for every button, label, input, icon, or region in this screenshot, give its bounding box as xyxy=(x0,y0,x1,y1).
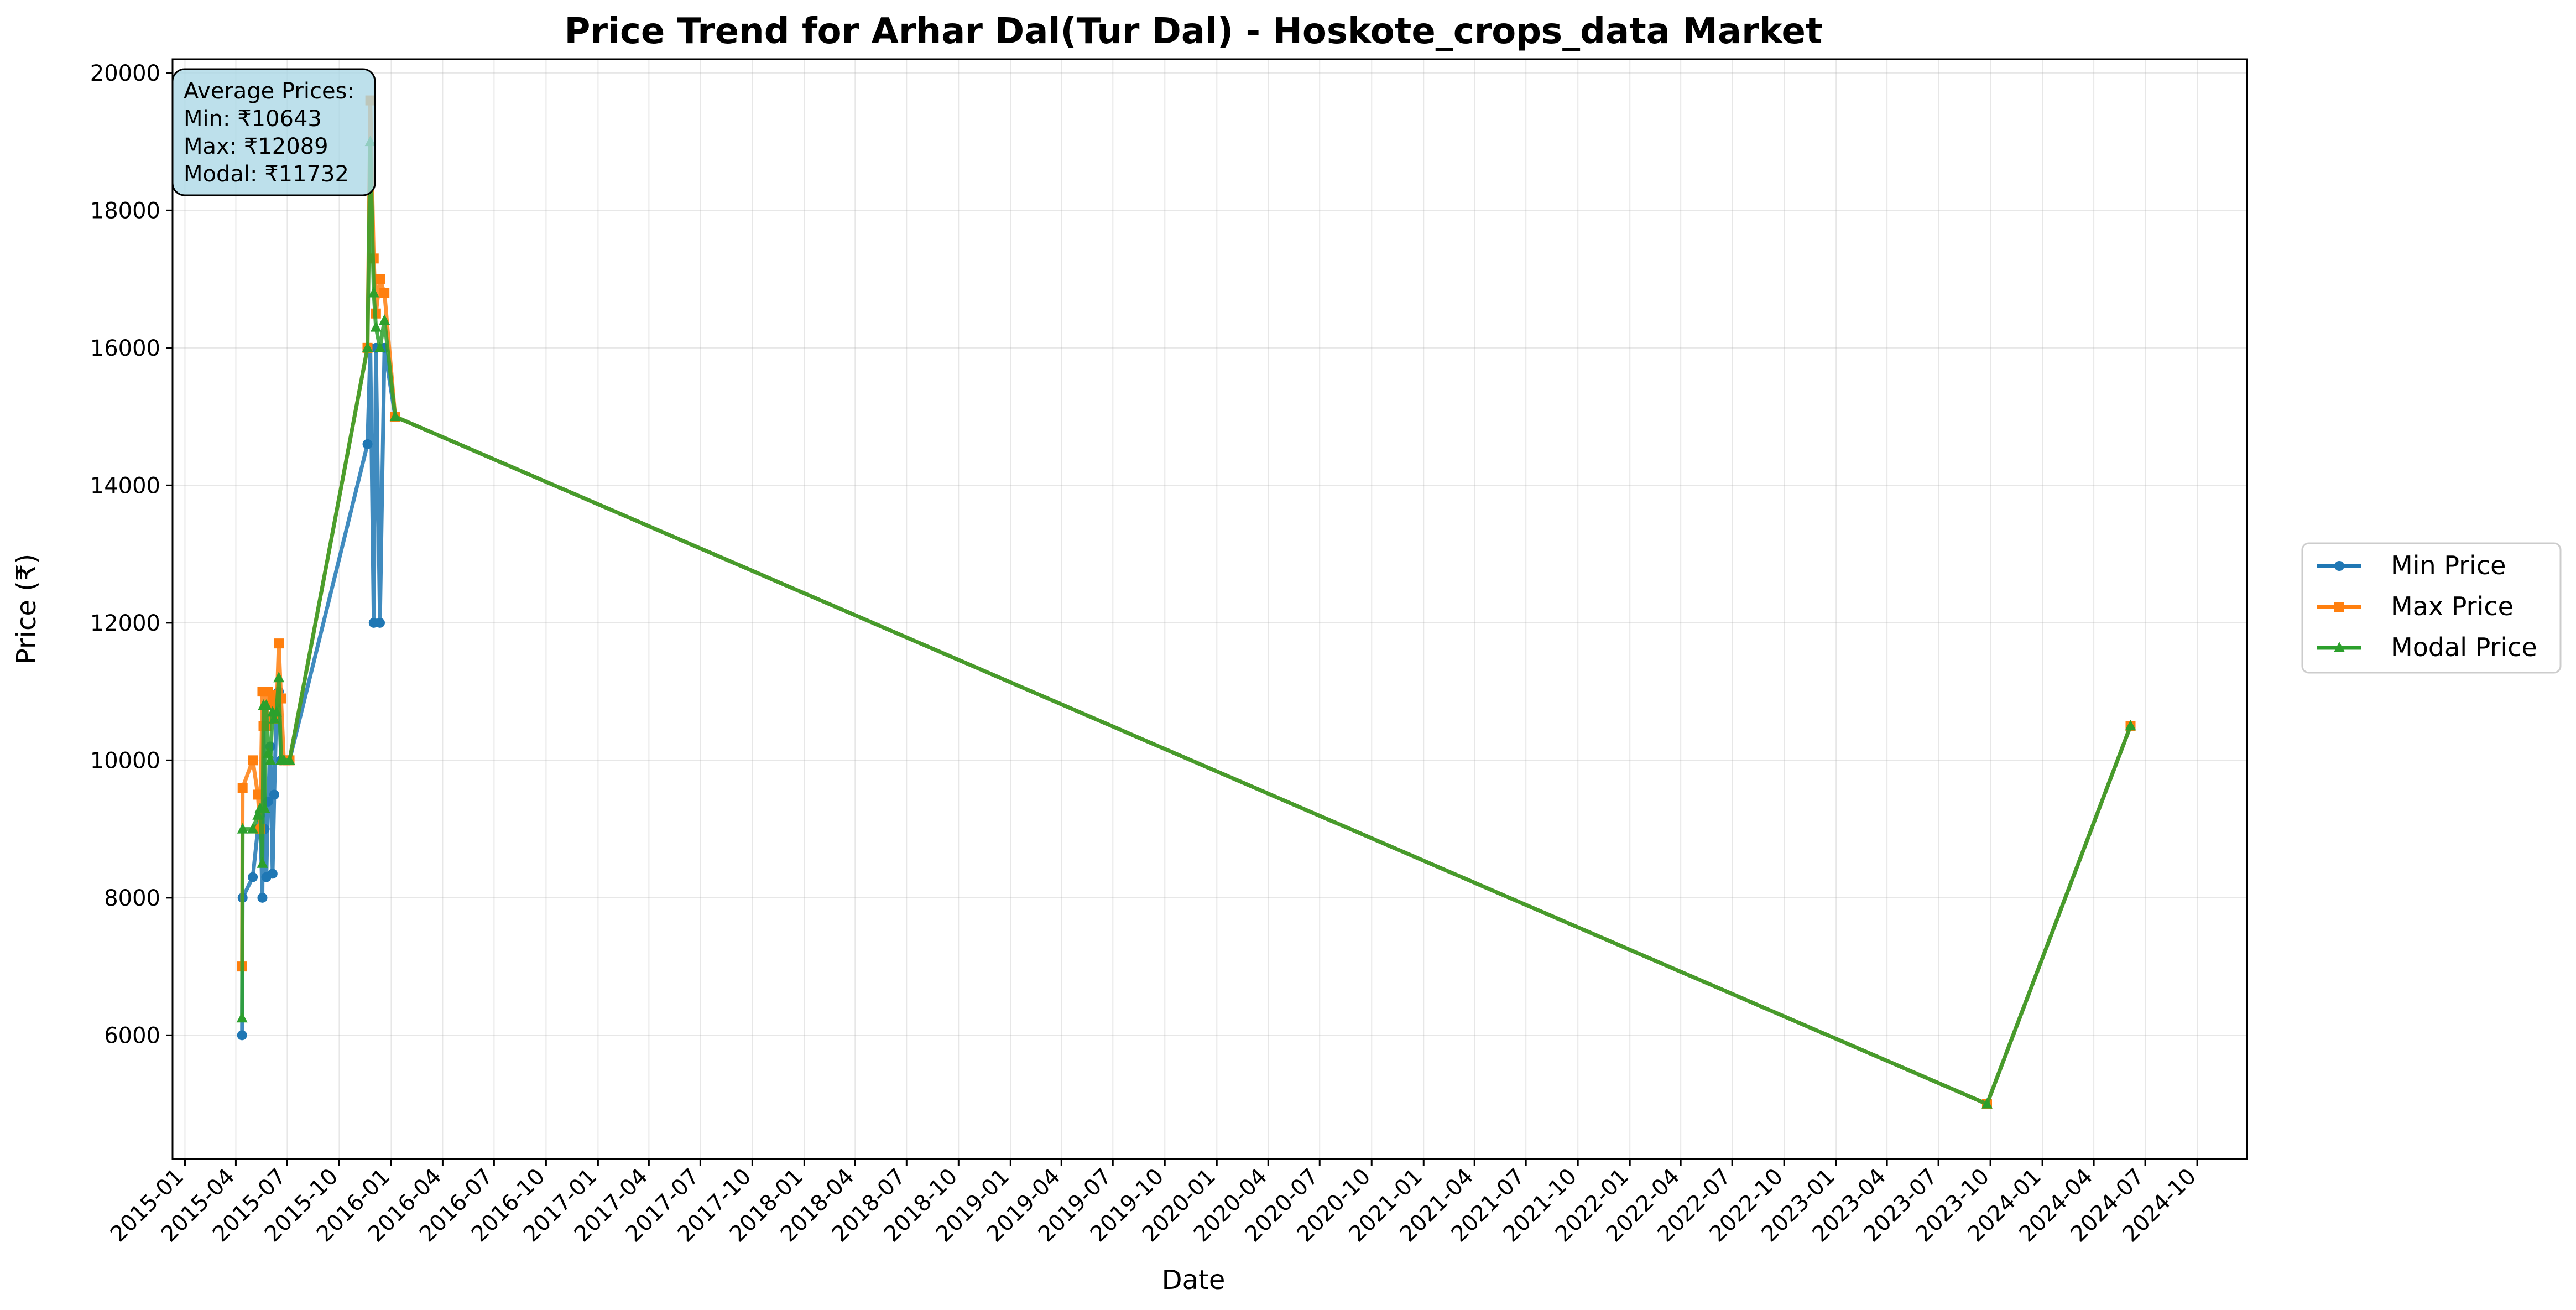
y-tick-label: 12000 xyxy=(90,611,160,636)
series-max-price xyxy=(237,95,2136,1109)
y-tick-label: 8000 xyxy=(104,886,160,911)
legend-label-modal: Modal Price xyxy=(2391,632,2537,662)
stats-annotation-box xyxy=(171,68,376,196)
data-point xyxy=(253,789,263,800)
y-tick-label: 16000 xyxy=(90,336,160,361)
data-point xyxy=(362,439,373,449)
series-layer xyxy=(236,95,2136,1109)
data-point xyxy=(247,823,259,834)
y-tick-label: 18000 xyxy=(90,198,160,223)
legend-label-max: Max Price xyxy=(2391,591,2514,621)
data-point xyxy=(268,713,280,724)
legend-label-min: Min Price xyxy=(2391,550,2506,580)
y-axis-label: Price (₹) xyxy=(11,554,42,664)
stats-annotation: Average Prices: Min: ₹10643 Max: ₹12089 … xyxy=(171,68,376,196)
x-axis-label: Date xyxy=(1162,1265,1226,1296)
chart-title: Price Trend for Arhar Dal(Tur Dal) - Hos… xyxy=(565,11,1823,52)
data-point xyxy=(260,699,272,710)
data-point xyxy=(274,638,284,649)
data-point xyxy=(264,754,276,765)
data-point xyxy=(248,872,258,882)
data-point xyxy=(370,321,382,332)
data-point xyxy=(257,892,268,903)
stats-annotation-max: Max: ₹12089 xyxy=(184,134,328,159)
legend-marker-max xyxy=(2334,602,2344,612)
data-point xyxy=(267,690,278,700)
data-point xyxy=(237,823,248,834)
stats-annotation-min: Min: ₹10643 xyxy=(184,106,322,132)
y-tick-label: 14000 xyxy=(90,473,160,498)
legend-marker-min xyxy=(2334,561,2344,571)
data-point xyxy=(273,672,285,683)
data-point xyxy=(269,789,279,800)
legend-marker-modal xyxy=(2334,642,2345,652)
data-point xyxy=(284,754,295,765)
series-line xyxy=(240,346,2132,1106)
data-point xyxy=(248,755,258,766)
data-point xyxy=(237,1030,247,1041)
series-modal-price xyxy=(236,136,2136,1109)
data-point xyxy=(259,802,270,813)
data-point xyxy=(257,857,268,868)
y-tick-label: 6000 xyxy=(104,1023,160,1048)
legend-box xyxy=(2301,542,2562,674)
stats-annotation-modal: Modal: ₹11732 xyxy=(184,162,349,187)
legend: Min Price Max Price Modal Price xyxy=(2301,542,2562,674)
axes: 6000800010000120001400016000180002000020… xyxy=(90,61,2201,1247)
grid-lines xyxy=(173,59,2247,1159)
data-point xyxy=(1981,1098,1993,1109)
data-point xyxy=(2125,720,2136,731)
data-point xyxy=(389,410,401,422)
data-point xyxy=(252,809,264,820)
data-point xyxy=(379,314,390,325)
stats-annotation-title: Average Prices: xyxy=(184,79,354,104)
data-point xyxy=(267,869,278,879)
series-line xyxy=(240,98,2132,1106)
y-tick-label: 10000 xyxy=(90,748,160,773)
data-point xyxy=(368,287,379,298)
data-point xyxy=(236,1012,248,1023)
data-point xyxy=(374,617,385,628)
plot-frame xyxy=(171,58,2248,1160)
data-point xyxy=(379,288,390,298)
data-point xyxy=(237,783,248,793)
data-point xyxy=(374,274,385,284)
y-tick-label: 20000 xyxy=(90,61,160,86)
data-point xyxy=(271,706,283,717)
data-point xyxy=(374,341,385,352)
series-min-price xyxy=(237,342,2136,1109)
data-point xyxy=(362,341,373,352)
